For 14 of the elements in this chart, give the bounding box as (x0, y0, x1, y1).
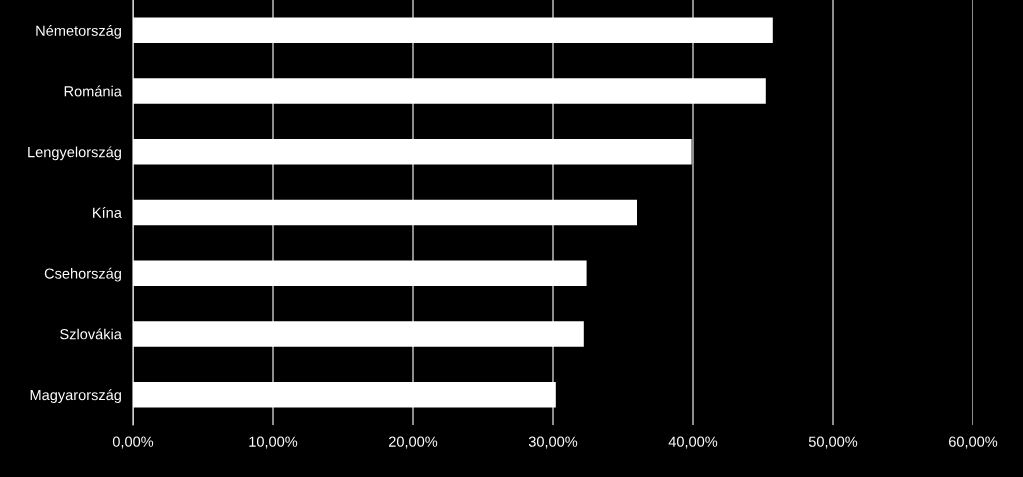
y-tick-label: Magyarország (30, 389, 121, 404)
y-tick-label: Kína (93, 207, 122, 218)
x-tick-label: 20,00% (389, 436, 438, 449)
y-tick-label: Csehország (44, 267, 121, 282)
x-tick-label: 50,00% (808, 436, 858, 449)
y-tick-label: Románia (64, 85, 122, 97)
x-tick-label: 40,00% (668, 436, 718, 449)
y-tick-label: Szlovákia (60, 328, 122, 340)
x-tick-label: 30,00% (528, 436, 578, 449)
y-tick-label: Lengyelország (28, 146, 121, 161)
x-tick-label: 0,00% (112, 436, 154, 449)
y-tick-label: Németország (36, 24, 121, 39)
x-tick-label: 10,00% (249, 436, 298, 449)
x-tick-label: 60,00% (949, 436, 998, 449)
